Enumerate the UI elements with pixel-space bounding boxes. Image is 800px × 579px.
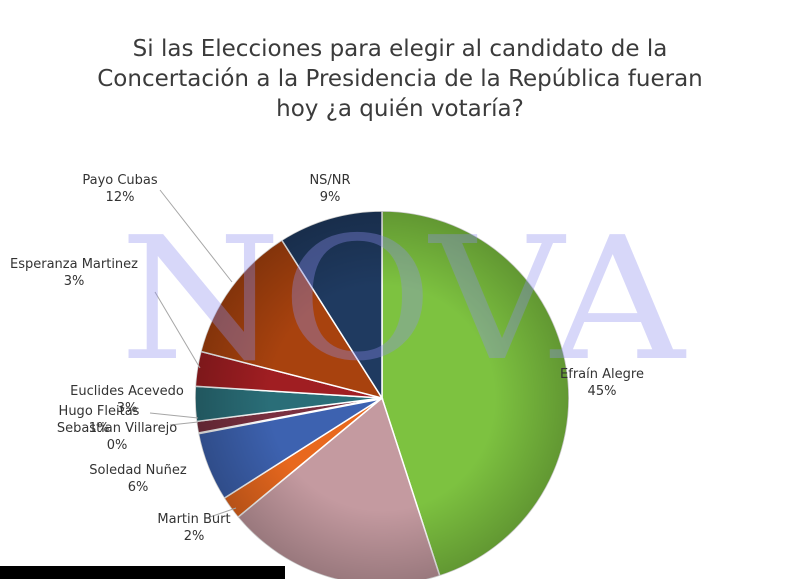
- slice-percent-hugo-fleitas: 1%: [89, 421, 110, 436]
- leader-line-esperanza-martinez: [154, 291, 201, 369]
- slice-name-ns-nr: NS/NR: [309, 173, 350, 188]
- slice-percent-esperanza-martinez: 3%: [64, 274, 85, 289]
- leader-line-sebastian-villarejo: [169, 421, 199, 426]
- slice-name-esperanza-martinez: Esperanza Martinez: [10, 257, 138, 272]
- slice-percent-payo-cubas: 12%: [106, 190, 135, 205]
- leader-line-martin-burt: [209, 507, 237, 518]
- slice-percent-ns-nr: 9%: [320, 190, 341, 205]
- chart-title-line-1: Si las Elecciones para elegir al candida…: [132, 36, 668, 62]
- slice-percent-efrain-alegre: 45%: [588, 384, 617, 399]
- watermark-text: NOVA: [120, 201, 687, 399]
- slice-name-sebastian-villarejo: Sebastian Villarejo: [57, 421, 177, 436]
- slice-percent-martin-burt: 2%: [184, 529, 205, 544]
- slice-name-euclides-acevedo: Euclides Acevedo: [70, 384, 184, 399]
- slice-name-payo-cubas: Payo Cubas: [82, 173, 158, 188]
- slice-percent-sebastian-villarejo: 0%: [107, 438, 128, 453]
- bottom-bar: [0, 566, 285, 579]
- slice-name-efrain-alegre: Efraín Alegre: [560, 367, 644, 382]
- chart-title-line-3: hoy ¿a quién votaría?: [276, 96, 524, 122]
- chart-title-line-2: Concertación a la Presidencia de la Repú…: [97, 66, 703, 92]
- chart-title: Si las Elecciones para elegir al candida…: [60, 34, 740, 124]
- leader-line-payo-cubas: [159, 189, 233, 283]
- slice-name-soledad-nunez: Soledad Nuñez: [89, 463, 187, 478]
- slice-percent-euclides-acevedo: 3%: [117, 401, 138, 416]
- slice-percent-soledad-nunez: 6%: [128, 480, 149, 495]
- leader-line-hugo-fleitas: [149, 412, 199, 419]
- slice-name-martin-burt: Martin Burt: [157, 512, 230, 527]
- slice-name-hugo-fleitas: Hugo Fleitas: [59, 404, 140, 419]
